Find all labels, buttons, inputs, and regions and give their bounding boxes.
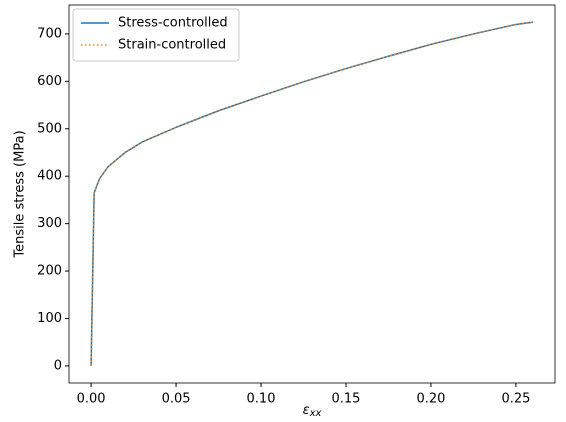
y-tick-label: 400	[37, 169, 62, 184]
y-tick-label: 200	[37, 264, 62, 279]
x-tick-label: 0.10	[247, 392, 276, 407]
x-tick-label: 0.20	[416, 392, 445, 407]
series-line	[90, 21, 534, 366]
x-tick-label: 0.25	[501, 392, 530, 407]
y-tick-label: 0	[54, 358, 62, 373]
y-tick-label: 100	[37, 311, 62, 326]
y-tick-label: 500	[37, 121, 62, 136]
legend-label: Strain-controlled	[118, 38, 226, 53]
x-axis-label: εxx	[303, 403, 322, 420]
y-tick-label: 600	[37, 74, 62, 89]
y-tick-label: 300	[37, 216, 62, 231]
y-tick-label: 700	[37, 26, 62, 41]
x-axis-subscript: xx	[309, 408, 322, 419]
legend-box	[72, 8, 240, 62]
x-axis-symbol: ε	[303, 403, 310, 418]
x-tick-label: 0.05	[162, 392, 191, 407]
y-axis-label: Tensile stress (MPa)	[13, 130, 28, 258]
x-tick-label: 0.00	[77, 392, 106, 407]
plot-frame	[68, 4, 556, 384]
series-line	[90, 21, 534, 366]
legend-label: Stress-controlled	[118, 16, 228, 31]
x-tick-label: 0.15	[332, 392, 361, 407]
